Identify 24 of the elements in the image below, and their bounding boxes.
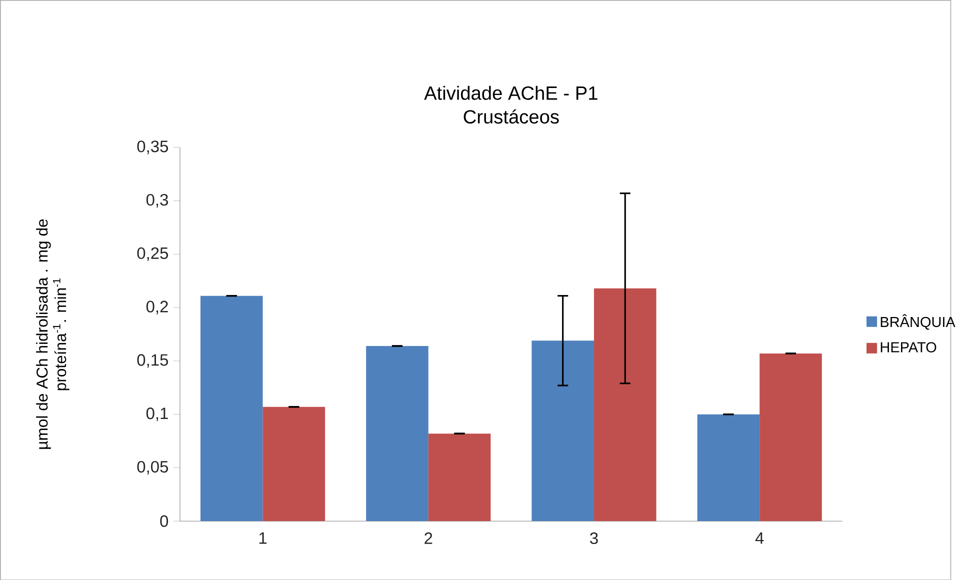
x-tick-label: 2: [424, 532, 432, 544]
legend-label: HEPATO: [880, 342, 936, 352]
bar: [262, 406, 326, 521]
y-tick-label: 0,2: [146, 300, 168, 314]
y-tick-label: 0,35: [137, 140, 168, 154]
y-tick-label: 0,25: [137, 247, 168, 261]
chart-subtitle: Crustáceos: [464, 109, 559, 124]
bar: [760, 353, 822, 521]
y-tick-label: 0,05: [137, 460, 168, 474]
y-tick-label: 0,3: [146, 194, 168, 208]
bar: [366, 346, 428, 521]
bar: [594, 288, 656, 521]
bar: [532, 340, 594, 521]
chart-title: Atividade AChE - P1: [424, 86, 598, 100]
x-tick-label: 1: [259, 532, 267, 544]
bar: [697, 414, 760, 521]
x-tick-label: 3: [590, 532, 598, 544]
x-tick-label: 4: [755, 532, 764, 544]
legend-label: BRÂNQUIA: [880, 314, 956, 330]
bar: [200, 296, 263, 521]
bar: [428, 433, 491, 521]
y-tick-label: 0,15: [137, 354, 168, 368]
y-tick-label: 0: [160, 515, 168, 527]
y-tick-label: 0,1: [146, 407, 168, 421]
